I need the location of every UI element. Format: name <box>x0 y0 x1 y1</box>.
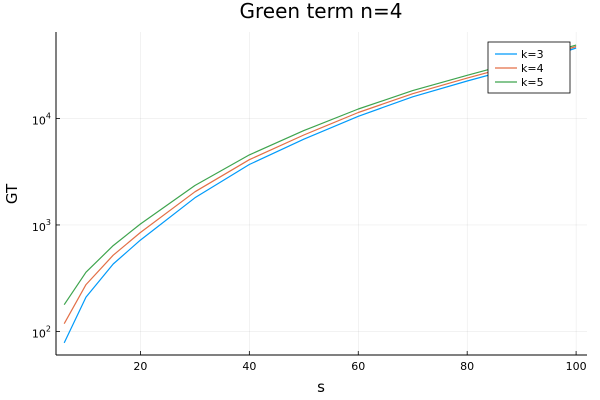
legend-label: k=4 <box>521 62 544 75</box>
series-line-k=3 <box>63 47 577 344</box>
y-tick-exponent: 2 <box>46 324 51 333</box>
x-tick-label: 100 <box>566 360 587 373</box>
legend-label: k=3 <box>521 48 544 61</box>
chart-title: Green term n=4 <box>240 0 403 23</box>
x-tick-label: 60 <box>351 360 365 373</box>
plot-lines <box>63 44 577 344</box>
series-line-k=4 <box>63 45 577 324</box>
y-tick-label: 102 <box>32 324 51 340</box>
y-tick-base: 10 <box>32 115 46 128</box>
y-tick-label: 104 <box>32 112 51 128</box>
grid <box>56 32 587 355</box>
x-tick-label: 40 <box>242 360 256 373</box>
legend: k=3k=4k=5 <box>487 41 571 94</box>
x-tick-label: 80 <box>460 360 474 373</box>
y-axis-label: GT <box>3 183 21 204</box>
y-tick-exponent: 3 <box>46 218 51 227</box>
series-line-k=5 <box>63 44 577 306</box>
x-axis-label: s <box>317 378 325 396</box>
y-tick-base: 10 <box>32 327 46 340</box>
y-tick-exponent: 4 <box>46 112 51 121</box>
y-tick-base: 10 <box>32 221 46 234</box>
y-tick-label: 103 <box>32 218 51 234</box>
x-tick-label: 20 <box>133 360 147 373</box>
axes <box>55 32 587 356</box>
legend-label: k=5 <box>521 76 544 89</box>
